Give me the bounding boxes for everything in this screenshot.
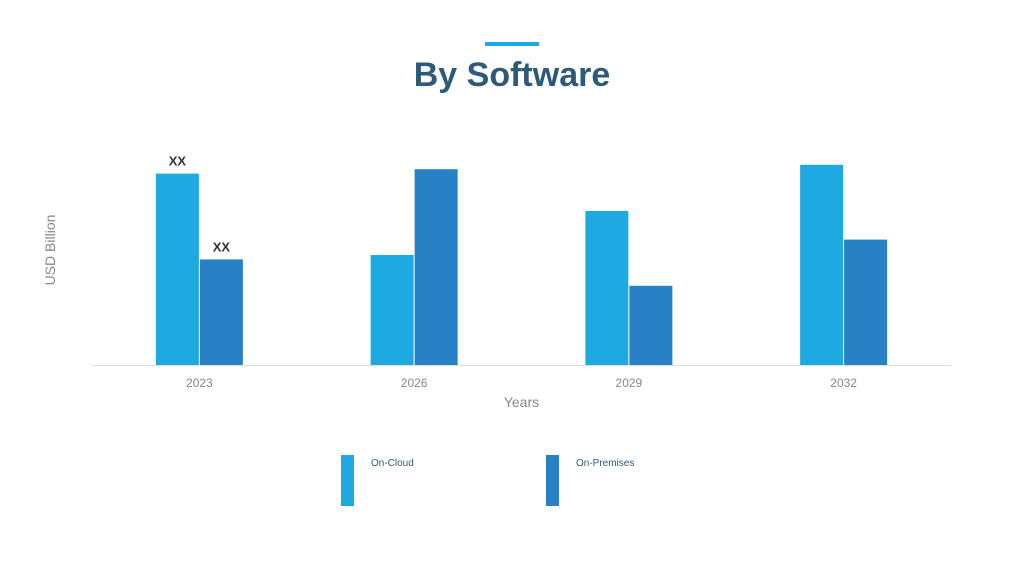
chart-title: By Software <box>413 56 611 94</box>
legend-swatch-on-cloud <box>341 455 354 506</box>
x-tick-label-2023: 2023 <box>186 376 213 390</box>
x-tick-label-2026: 2026 <box>401 376 428 390</box>
data-label-on-cloud-2023: XX <box>169 154 187 169</box>
legend-label-on-premises: On-Premises <box>576 458 635 469</box>
bar-on-premises-2026 <box>414 169 458 365</box>
legend-swatch-on-premises <box>546 455 559 506</box>
bar-on-premises-2032 <box>844 239 888 365</box>
bar-on-premises-2029 <box>629 285 673 365</box>
x-tick-label-2032: 2032 <box>830 376 857 390</box>
y-axis-label: USD Billion <box>42 215 58 286</box>
bar-on-premises-2023 <box>199 259 243 365</box>
bar-on-cloud-2032 <box>800 164 844 365</box>
x-tick-label-2029: 2029 <box>616 376 643 390</box>
bar-on-cloud-2029 <box>585 211 629 365</box>
bar-on-cloud-2026 <box>370 255 414 365</box>
x-axis-label: Years <box>504 394 539 410</box>
data-label-on-premises-2023: XX <box>213 239 231 254</box>
title-accent-line <box>485 42 539 46</box>
bar-on-cloud-2023 <box>155 173 199 365</box>
legend-label-on-cloud: On-Cloud <box>371 458 414 469</box>
